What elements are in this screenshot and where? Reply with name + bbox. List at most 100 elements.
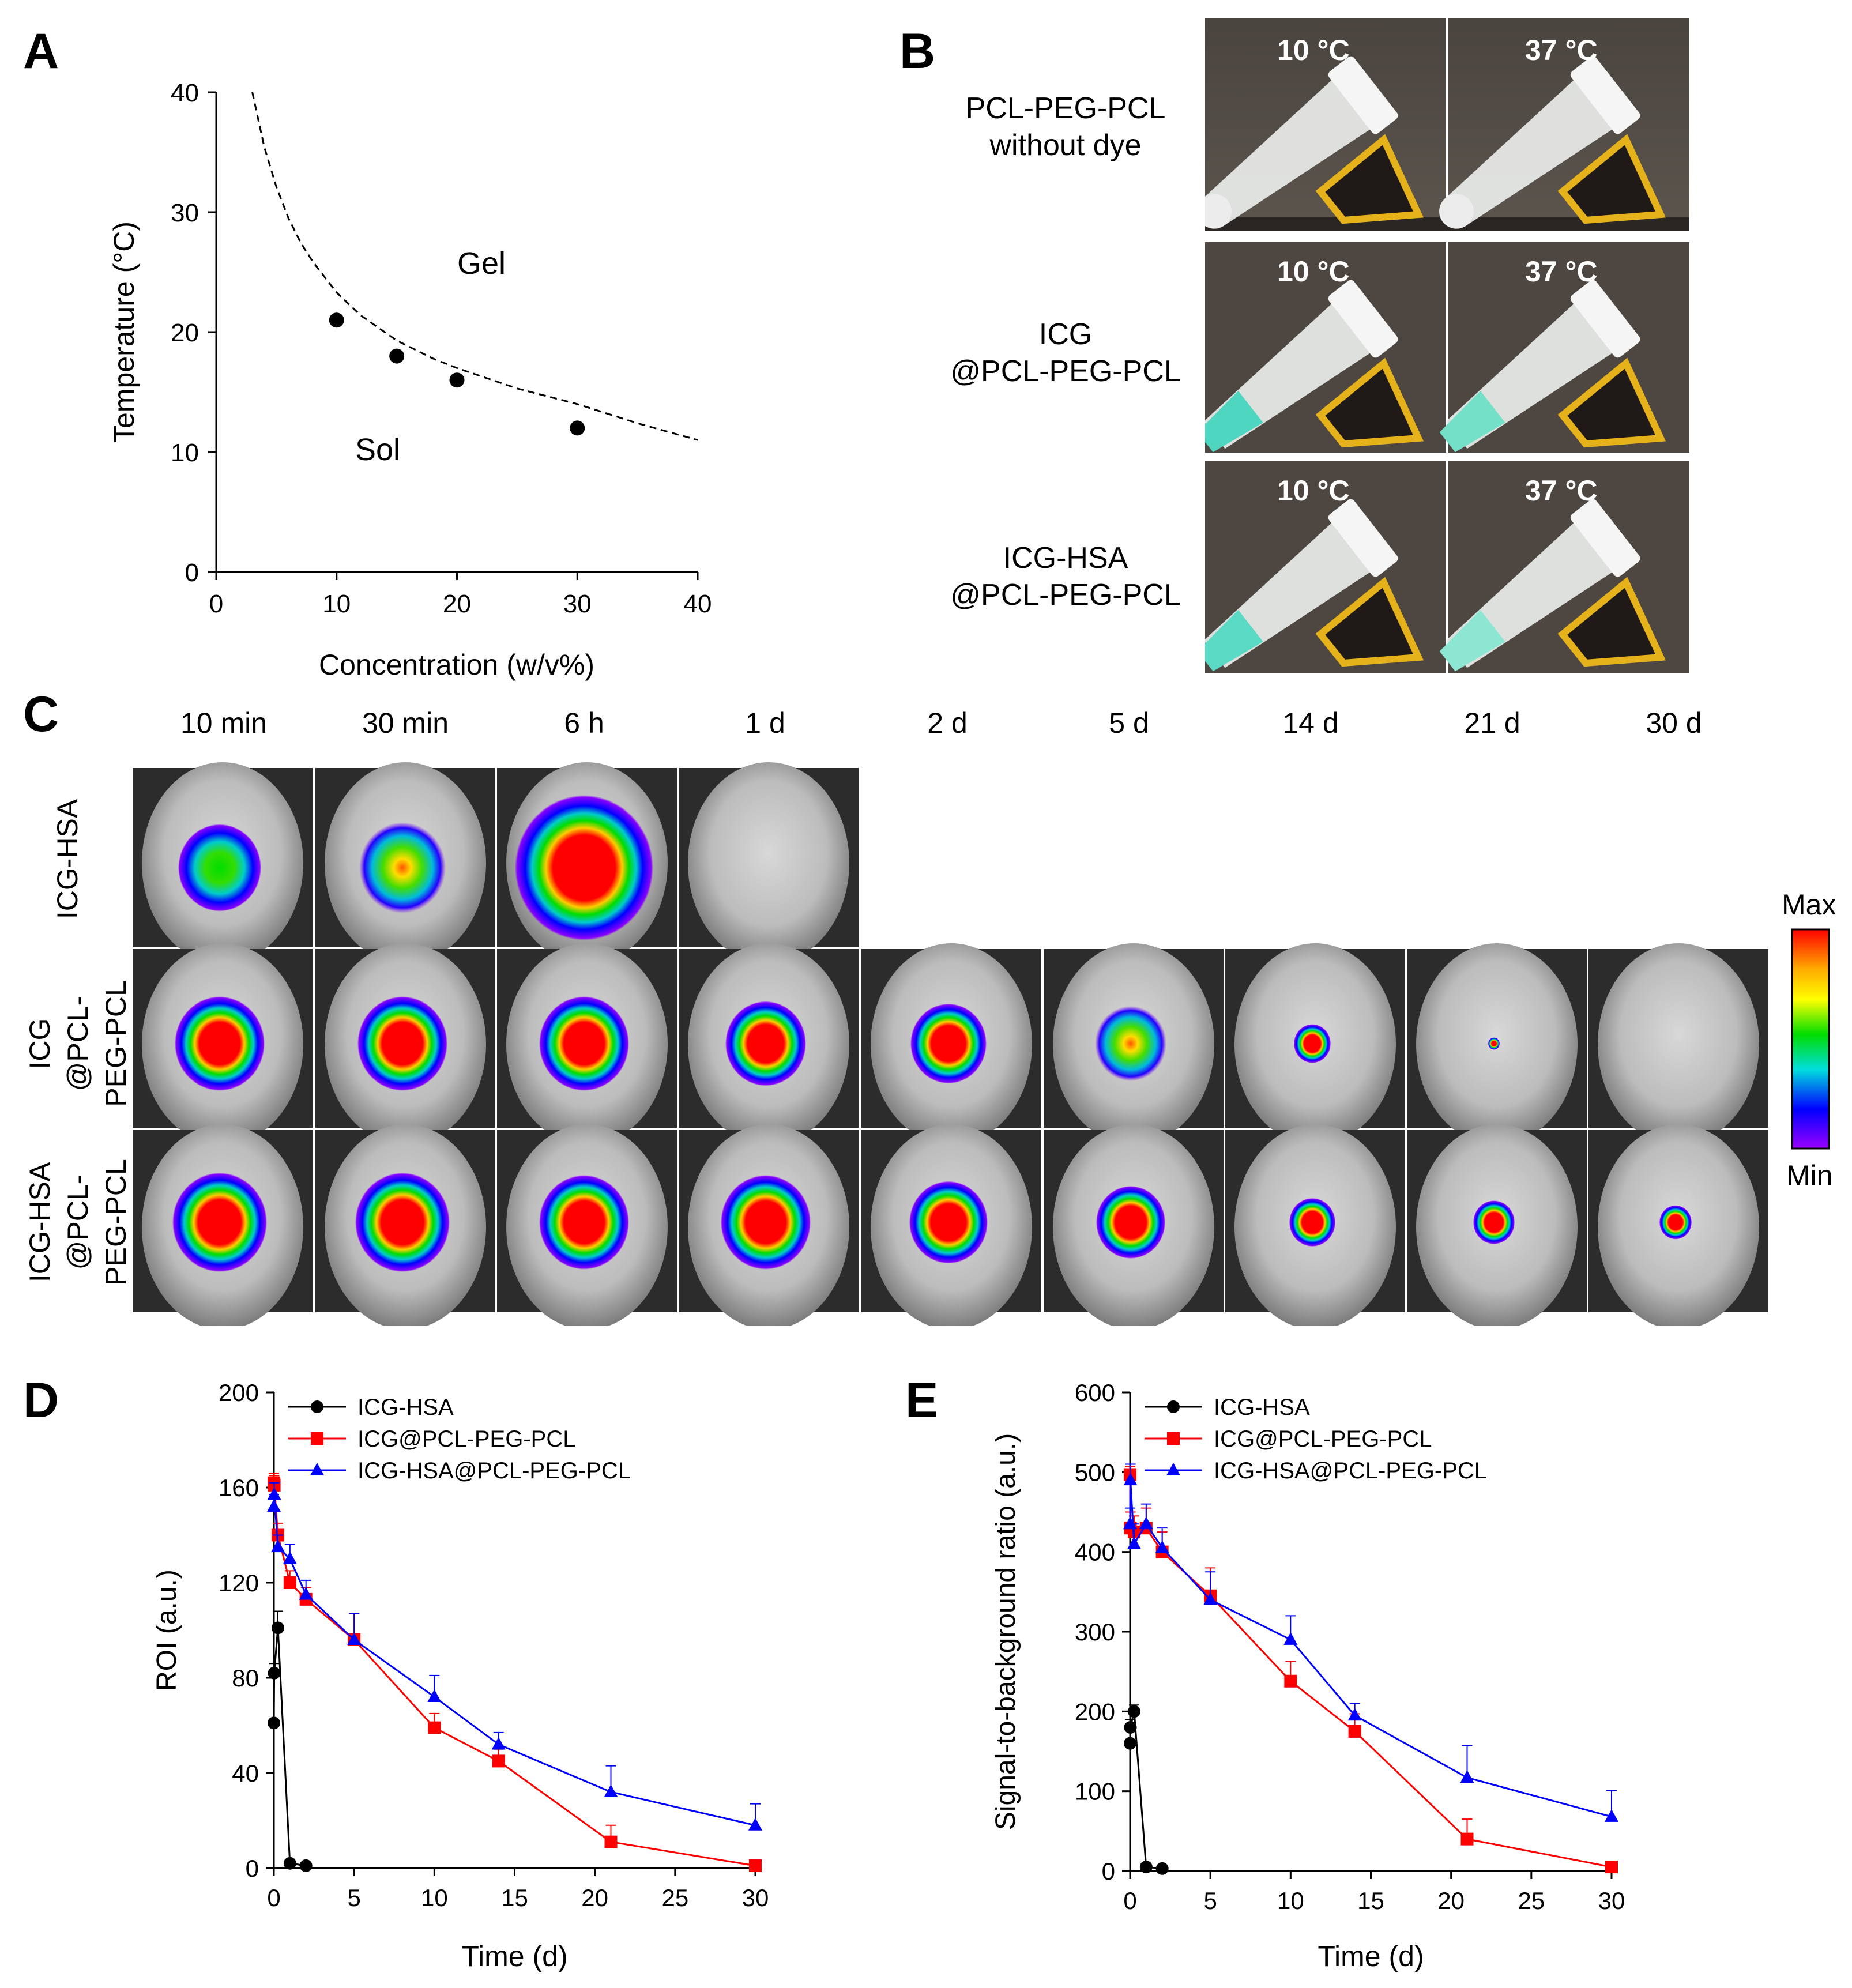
- series-line-2: [273, 1494, 756, 1827]
- y-tick-label-6: 600: [1075, 1379, 1115, 1406]
- y-tick-label-3: 30: [171, 199, 199, 227]
- panel-b-row-label-2: ICG @PCL-PEG-PCL: [950, 316, 1181, 390]
- fluorescence-spot-r2-c7: [1294, 1024, 1331, 1063]
- fluorescence-spot-r2-c1: [175, 996, 265, 1091]
- mouse-body-r2-c9: [1598, 943, 1759, 1145]
- panel-c-time-9: 30 d: [1646, 707, 1702, 739]
- x-tick-label-2: 10: [1277, 1887, 1304, 1914]
- sol-label: Sol: [355, 432, 400, 467]
- marker-s2-6: [1283, 1632, 1298, 1645]
- legend-marker-0: [311, 1400, 323, 1413]
- x-tick-label-4: 20: [581, 1884, 608, 1911]
- panel-label-d: D: [23, 1373, 59, 1428]
- panel-b-row-label-1-line2: without dye: [989, 129, 1142, 162]
- x-axis-label: Concentration (w/v%): [319, 649, 594, 681]
- panel-b-temp-2-left: 10 °C: [1277, 255, 1350, 288]
- chart-e: 0 5 10 15 20 25 300100200300400500600ICG-HSAIC…: [991, 1379, 1625, 1972]
- fluorescence-spot-r1-c1: [178, 824, 261, 912]
- y-tick-label-0: 0: [1102, 1858, 1115, 1885]
- marker-s0-4: [1155, 1862, 1169, 1875]
- y-tick-label-1: 40: [232, 1760, 259, 1787]
- series-line-1: [1129, 1474, 1612, 1868]
- y-tick-label-4: 400: [1075, 1539, 1115, 1566]
- marker-s2-8: [604, 1784, 618, 1797]
- y-axis-label: Signal-to-background ratio (a.u.): [991, 1433, 1021, 1830]
- panel-b-row-label-1: PCL-PEG-PCL without dye: [966, 90, 1166, 164]
- y-tick-label-1: 10: [171, 439, 199, 467]
- legend-marker-0: [1167, 1400, 1180, 1413]
- panel-label-b: B: [899, 24, 936, 79]
- y-tick-label-2: 80: [232, 1665, 259, 1692]
- panel-c-cells: [133, 762, 1768, 1326]
- marker-s2-2: [1127, 1536, 1141, 1549]
- x-axis-label: Time (d): [1318, 1940, 1424, 1972]
- x-tick-label-3: 15: [1357, 1887, 1384, 1914]
- chart-a: 0 10 20 30 40 0 10 20 30 40 Gel Sol Concentration (w…: [108, 79, 712, 681]
- x-tick-label-5: 25: [661, 1884, 688, 1911]
- marker-s2-5: [347, 1632, 362, 1645]
- marker-s0-1: [1124, 1721, 1137, 1734]
- panel-label-a: A: [23, 24, 59, 79]
- marker-s2-6: [427, 1689, 442, 1702]
- panel-c-time-8: 21 d: [1464, 707, 1520, 739]
- marker-s2-2: [270, 1539, 285, 1553]
- tube-photo-2: [1205, 242, 1689, 453]
- tube-photo-3: [1205, 461, 1689, 673]
- panel-b-photo-row-3: [1205, 461, 1689, 673]
- fluorescence-spot-r2-c3: [539, 996, 629, 1091]
- marker-s2-9: [1605, 1809, 1618, 1822]
- colorbar-max-label: Max: [1782, 888, 1836, 921]
- panel-b-temp-1-right: 37 °C: [1525, 34, 1598, 66]
- marker-s2-4: [299, 1587, 313, 1600]
- panel-c-time-4: 1 d: [745, 707, 785, 739]
- panel-c-image-grid: [133, 762, 1830, 1326]
- fluorescence-spot-r2-c2: [357, 996, 447, 1091]
- panel-label-e: E: [905, 1373, 939, 1428]
- x-tick-label-4: 20: [1437, 1887, 1465, 1914]
- marker-s2-1: [267, 1487, 281, 1500]
- panel-c-time-5: 2 d: [927, 707, 968, 739]
- y-tick-label-1: 100: [1075, 1778, 1115, 1805]
- y-axis-label: Temperature (°C): [108, 221, 140, 443]
- legend-label-2: ICG-HSA@PCL-PEG-PCL: [357, 1458, 631, 1484]
- panel-b-temp-1-left: 10 °C: [1277, 34, 1350, 66]
- marker-s2-7: [491, 1737, 506, 1750]
- fluorescence-spot-r3-c7: [1289, 1198, 1335, 1247]
- data-point-0: [329, 312, 344, 328]
- y-tick-label-4: 160: [219, 1474, 259, 1501]
- x-tick-label-4: 40: [684, 590, 712, 618]
- chart-d: 0 5 10 15 20 25 30 0 40 80 120 160 200 ICG-HSA ICG@PCL…: [152, 1379, 769, 1972]
- marker-s0-4: [299, 1859, 313, 1872]
- legend-marker-2: [310, 1463, 324, 1475]
- panel-c-time-6: 5 d: [1109, 707, 1149, 739]
- x-tick-label-1: 5: [347, 1884, 360, 1911]
- panel-label-c: C: [23, 687, 59, 742]
- x-tick-label-1: 10: [322, 590, 351, 618]
- marker-s1-8: [604, 1835, 618, 1848]
- x-tick-label-3: 15: [501, 1884, 528, 1911]
- marker-s1-9: [749, 1859, 762, 1872]
- x-tick-label-2: 20: [443, 590, 471, 618]
- y-tick-label-2: 200: [1075, 1698, 1115, 1725]
- marker-s0-2: [1127, 1705, 1140, 1718]
- marker-s0-1: [268, 1666, 281, 1680]
- marker-s1-9: [1605, 1861, 1618, 1874]
- fluorescence-spot-r2-c6: [1095, 1006, 1166, 1082]
- fluorescence-spot-r3-c1: [172, 1172, 267, 1272]
- x-tick-label-0: 0: [267, 1884, 280, 1911]
- marker-s0-0: [268, 1716, 280, 1730]
- x-tick-label-0: 0: [1123, 1887, 1136, 1914]
- x-tick-label-1: 5: [1203, 1887, 1217, 1914]
- panel-b-row-label-3: ICG-HSA @PCL-PEG-PCL: [950, 540, 1181, 613]
- legend-marker-2: [1166, 1463, 1180, 1475]
- marker-s1-8: [1460, 1832, 1474, 1846]
- panel-c-time-3: 6 h: [564, 707, 604, 739]
- series-line-0: [1129, 1711, 1162, 1870]
- fluorescence-spot-r3-c8: [1473, 1200, 1515, 1244]
- fluorescence-spot-r3-c6: [1096, 1186, 1165, 1259]
- legend-marker-1: [1167, 1432, 1180, 1445]
- fluorescence-spot-r3-c2: [355, 1172, 450, 1272]
- panel-b-temp-3-right: 37 °C: [1525, 475, 1598, 507]
- y-axis-label: ROI (a.u.): [152, 1569, 182, 1691]
- marker-s0-0: [1124, 1737, 1136, 1750]
